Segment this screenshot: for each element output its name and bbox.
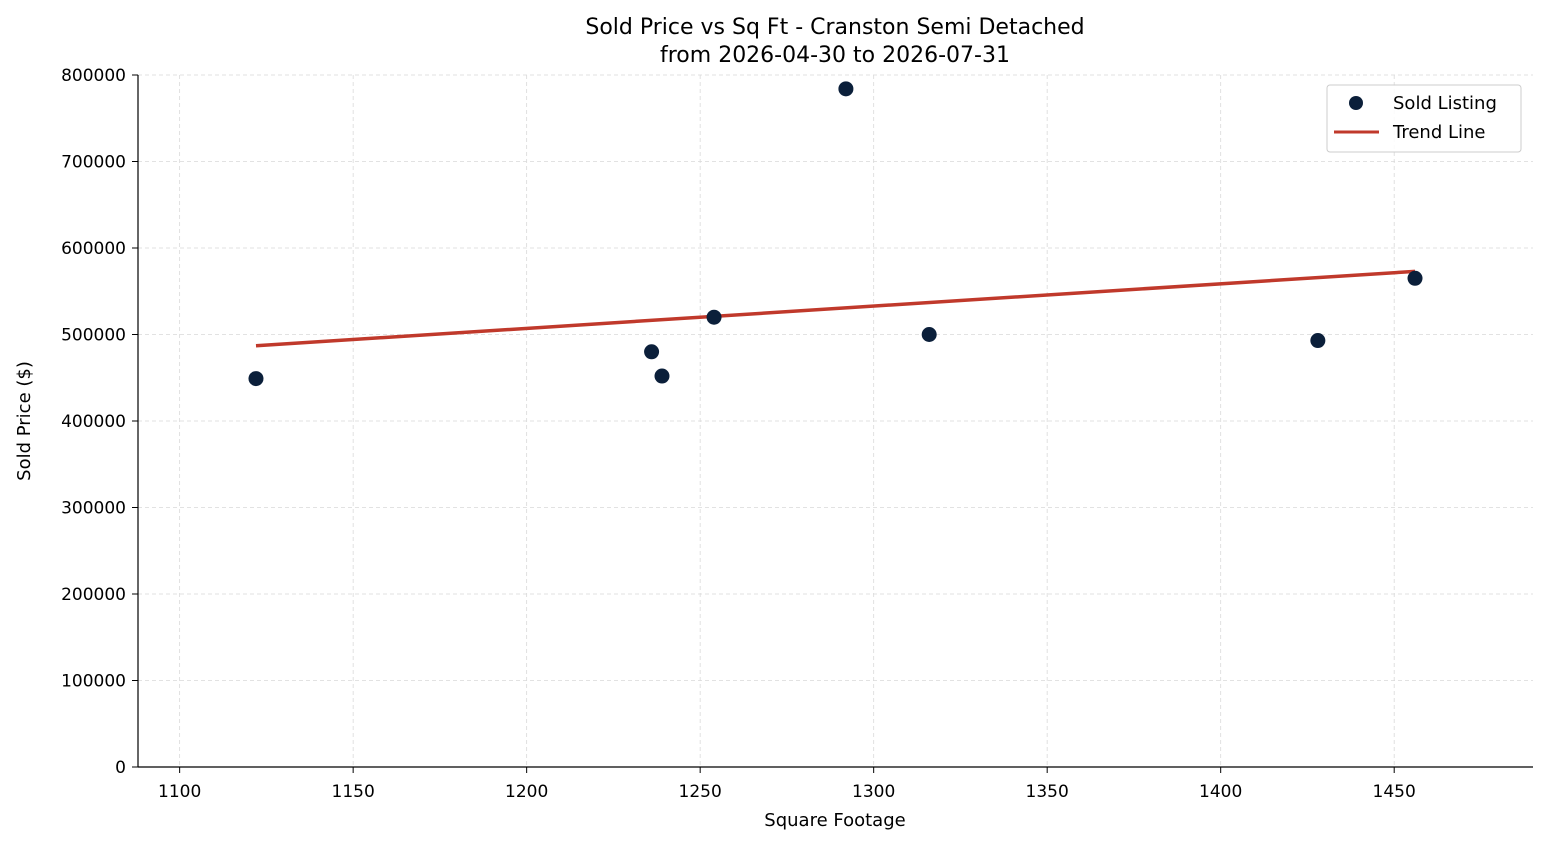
y-tick-label-800000: 800000 — [61, 66, 126, 86]
x-tick-label-1200: 1200 — [505, 782, 548, 802]
legend-marker-sold-listing — [1349, 96, 1363, 110]
data-point-5 — [838, 81, 854, 97]
tick-labels: 1100 1150 1200 1250 1300 1350 1400 1450 0 100000 2… — [61, 66, 1416, 802]
x-tick-label-1150: 1150 — [332, 782, 375, 802]
y-tick-label-400000: 400000 — [61, 412, 126, 432]
y-tick-label-0: 0 — [115, 758, 126, 778]
y-tick-label-600000: 600000 — [61, 239, 126, 259]
data-point-6 — [921, 327, 937, 342]
legend-label-sold-listing: Sold Listing — [1393, 93, 1497, 114]
data-point-1 — [248, 371, 264, 387]
y-tick-label-500000: 500000 — [61, 326, 126, 346]
x-tick-label-1350: 1350 — [1026, 782, 1069, 802]
data-point-3 — [654, 368, 670, 384]
x-tick-label-1250: 1250 — [679, 782, 722, 802]
x-tick-label-1400: 1400 — [1199, 782, 1242, 802]
chart-title-line-1: Sold Price vs Sq Ft - Cranston Semi Deta… — [585, 15, 1084, 40]
legend-label-trend-line: Trend Line — [1392, 122, 1486, 143]
x-tick-label-1300: 1300 — [852, 782, 895, 802]
x-tick-label-1450: 1450 — [1373, 782, 1416, 802]
y-tick-label-100000: 100000 — [61, 672, 126, 692]
legend: Sold Listing Trend Line — [1326, 84, 1522, 153]
trend-line-layer — [255, 269, 1416, 348]
data-point-7 — [1310, 333, 1326, 349]
x-tick-label-1100: 1100 — [158, 782, 201, 802]
data-point-2 — [644, 344, 660, 360]
trend-line — [255, 269, 1416, 348]
data-point-4 — [706, 309, 722, 325]
data-point-8 — [1407, 270, 1423, 286]
y-axis-label: Sold Price ($) — [14, 361, 35, 481]
legend-box — [1326, 84, 1522, 153]
x-axis-label: Square Footage — [764, 810, 905, 831]
chart-title-line-2: from 2026-04-30 to 2026-07-31 — [660, 43, 1010, 68]
y-tick-label-700000: 700000 — [61, 153, 126, 173]
scatter-points — [248, 81, 1423, 387]
grid-lines — [138, 74, 1533, 768]
y-tick-label-300000: 300000 — [61, 499, 126, 519]
y-tick-label-200000: 200000 — [61, 585, 126, 605]
